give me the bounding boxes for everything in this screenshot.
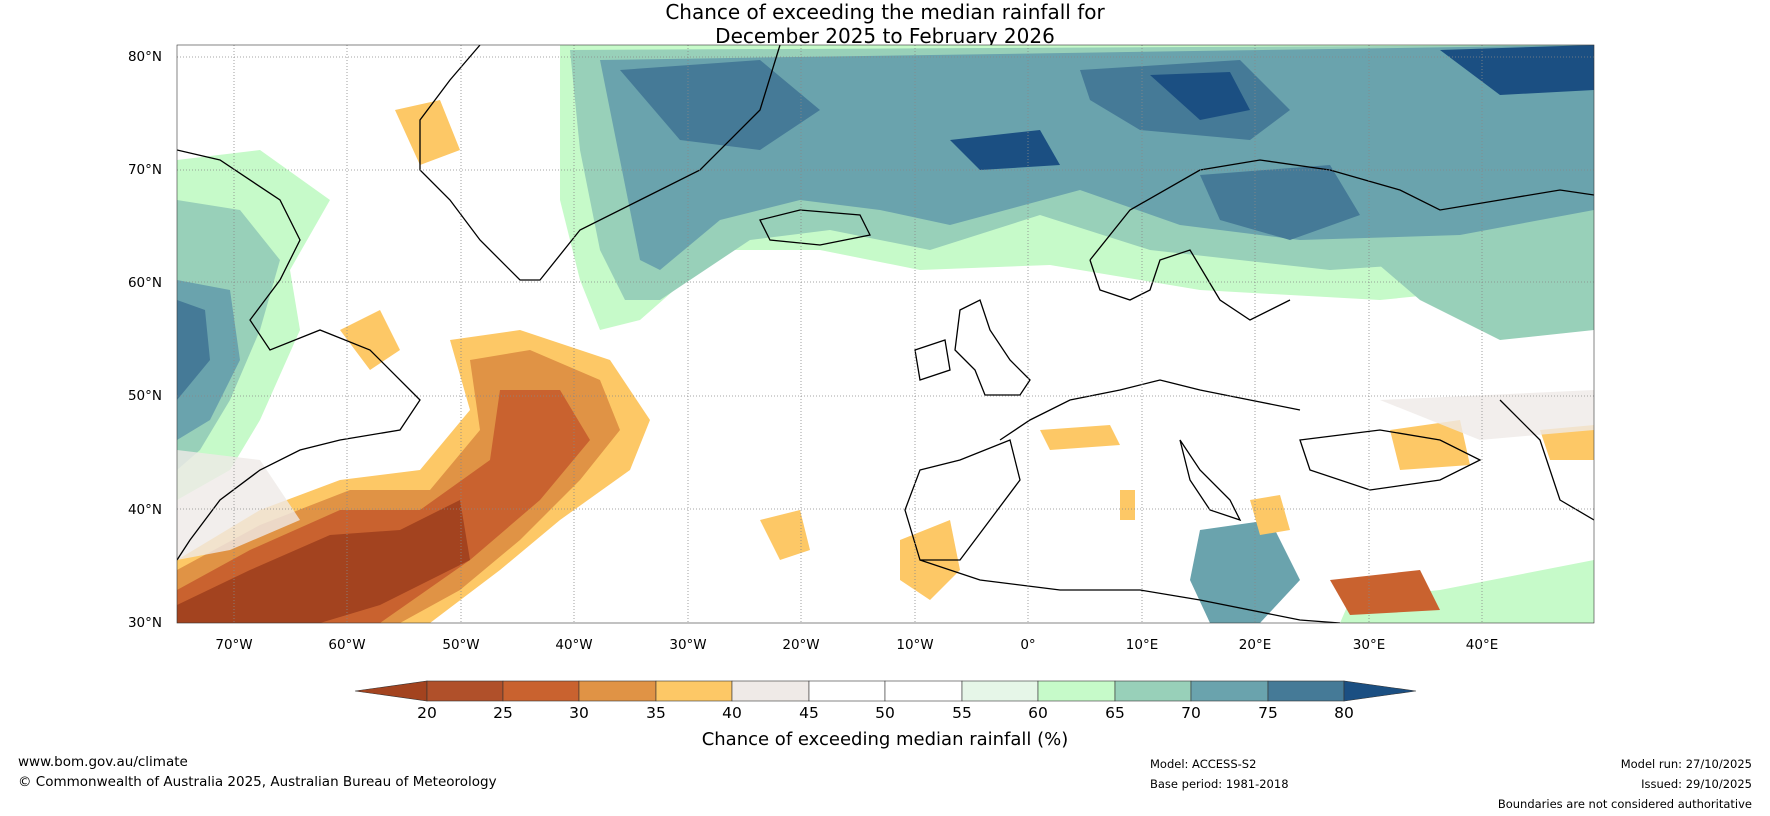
colorbar-tick-45: 45 [799,704,819,722]
zone-canada-75 [177,300,210,400]
zone-75-80-c [1200,165,1360,240]
coast-ireland [914,339,951,381]
coast-north-africa [919,559,1341,623]
colorbar-tick-25: 25 [493,704,513,722]
colorbar-tick-35: 35 [646,704,666,722]
footer-copyright: © Commonwealth of Australia 2025, Austra… [18,774,497,790]
colorbar-tick-70: 70 [1181,704,1201,722]
lat-tick-80: 80°N [128,49,162,65]
probability-field [177,45,1594,623]
patch-levant-dry [1330,570,1440,615]
colorbar-tick-60: 60 [1028,704,1048,722]
lon-tick-70w: 70°W [215,637,252,653]
colorbar-tick-80: 80 [1334,704,1354,722]
footer-website: www.bom.gov.au/climate [18,754,188,770]
lon-tick-40w: 40°W [555,637,592,653]
coast-britain [954,299,1031,396]
patch-greenland-dry [395,100,460,165]
patch-corsica-dry [1120,490,1135,520]
zone-above-80-c [1440,45,1594,95]
colorbar [354,680,1417,702]
colorbar-segment-55-60 [961,680,1039,702]
zone-75-80-a [620,60,820,150]
title-line-1: Chance of exceeding the median rainfall … [665,0,1105,24]
patch-azores-dry [760,510,810,560]
lat-tick-60: 60°N [128,275,162,291]
colorbar-segment-50-55 [884,680,963,702]
lon-tick-20w: 20°W [782,637,819,653]
footer-model: Model: ACCESS-S2 [1150,757,1257,771]
colorbar-segment-25-30 [502,680,580,702]
lat-tick-labels: 80°N 70°N 60°N 50°N 40°N 30°N [128,49,162,631]
footer-base-period: Base period: 1981-2018 [1150,777,1289,791]
colorbar-tick-40: 40 [722,704,742,722]
colorbar-tick-65: 65 [1105,704,1125,722]
patch-newfoundland-dry [340,310,400,370]
coast-baltic [1089,249,1291,321]
coast-iberia [904,439,1021,561]
colorbar-tick-75: 75 [1258,704,1278,722]
colorbar-high-extend [1343,680,1417,702]
coast-europe-north [999,379,1301,441]
lat-tick-40: 40°N [128,502,162,518]
patch-near-normal-w [177,450,300,560]
patch-near-normal-e [1380,390,1594,440]
colorbar-segment-65-70 [1114,680,1192,702]
colorbar-label: Chance of exceeding median rainfall (%) [701,729,1069,750]
lon-tick-50w: 50°W [442,637,479,653]
colorbar-segment-60-65 [1037,680,1116,702]
lon-tick-20e: 20°E [1239,637,1271,653]
lon-tick-30w: 30°W [669,637,706,653]
lat-tick-30: 30°N [128,615,162,631]
lon-tick-60w: 60°W [328,637,365,653]
colorbar-low-extend [354,680,428,702]
colorbar-segment-20-25 [426,680,504,702]
coastlines [177,45,1594,623]
lat-tick-50: 50°N [128,388,162,404]
colorbar-segment-45-50 [808,680,886,702]
lon-tick-labels: 70°W 60°W 50°W 40°W 30°W 20°W 10°W 0° 10… [215,637,1498,653]
colorbar-tick-55: 55 [952,704,972,722]
patch-caspian-dry [1540,425,1594,460]
lat-tick-70: 70°N [128,162,162,178]
map-title: Chance of exceeding the median rainfall … [0,0,1770,48]
zone-20-25 [177,500,470,623]
zone-65-70-east [1350,230,1594,340]
lon-tick-10e: 10°E [1126,637,1158,653]
lon-tick-0: 0° [1020,637,1035,653]
zone-med-wet [1190,520,1300,623]
colorbar-tick-20: 20 [417,704,437,722]
colorbar-segment-75-80 [1267,680,1345,702]
colorbar-segment-30-35 [578,680,657,702]
footer-issued: Issued: 29/10/2025 [1641,777,1752,791]
patch-biscay-dry [1040,425,1120,450]
colorbar-tick-50: 50 [875,704,895,722]
colorbar-segment-35-40 [655,680,733,702]
coast-black-sea [1299,429,1482,491]
footer-model-run: Model run: 27/10/2025 [1620,757,1752,771]
zone-above-80-a [1150,72,1250,120]
patch-blacksea-dry [1390,420,1470,470]
coast-caspian [1499,399,1594,521]
map-frame [176,44,1595,624]
lon-tick-10w: 10°W [896,637,933,653]
title-line-2: December 2025 to February 2026 [715,24,1055,48]
patch-greece-dry [1250,495,1290,535]
coast-north-america [177,149,421,561]
graticule [177,45,1594,623]
lon-tick-30e: 30°E [1353,637,1385,653]
colorbar-tick-labels: 20 25 30 35 40 45 50 55 60 65 70 75 80 [417,704,1354,722]
coast-iceland [759,209,871,246]
lon-tick-40e: 40°E [1466,637,1498,653]
footer-disclaimer: Boundaries are not considered authoritat… [1497,797,1752,811]
colorbar-segment-70-75 [1190,680,1269,702]
colorbar-tick-30: 30 [569,704,589,722]
colorbar-segment-40-45 [731,680,810,702]
zone-above-80-b [950,130,1060,170]
coast-scandinavia-arctic [1089,159,1594,261]
coast-italy [1179,439,1242,522]
